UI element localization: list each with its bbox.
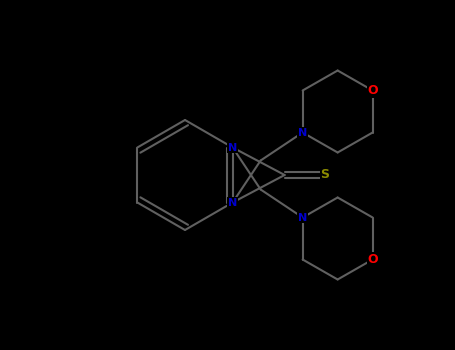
Text: N: N [298,212,307,223]
Text: N: N [228,197,237,208]
Text: O: O [367,253,378,266]
Text: N: N [298,127,307,138]
Text: N: N [298,212,307,223]
Text: S: S [320,168,329,182]
Text: O: O [367,84,378,97]
Text: N: N [228,142,237,153]
Text: N: N [298,127,307,138]
Text: N: N [228,197,237,208]
Text: N: N [228,142,237,153]
